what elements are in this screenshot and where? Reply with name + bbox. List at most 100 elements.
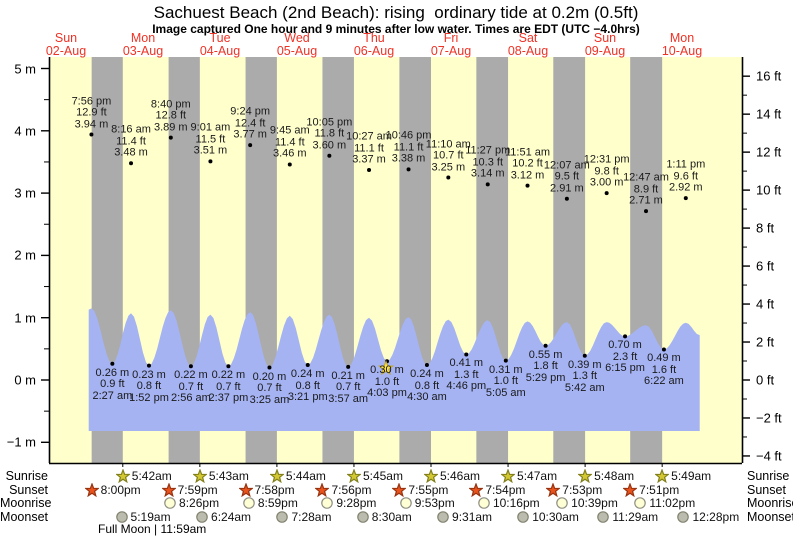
sunset-entry: 7:54pm <box>469 482 525 497</box>
tide-label-line: 1.8 ft <box>533 360 558 373</box>
low-tide-dot <box>582 353 587 358</box>
tide-label-line: 3.12 m <box>510 169 545 182</box>
right-axis-tick-label: −4 ft <box>756 448 782 464</box>
sunset-icon <box>238 482 253 497</box>
low-tide-dot <box>188 364 193 369</box>
tide-label-line: 0.23 m <box>132 368 166 381</box>
astro-row-label-left: Sunrise <box>5 468 48 483</box>
high-tide-label: 9:45 am 11.4 ft 3.46 m <box>270 125 310 161</box>
left-axis-tick-label: 0 m <box>14 372 36 388</box>
tide-label-line: 3:25 am <box>249 393 290 406</box>
low-tide-dot <box>346 364 351 369</box>
sunrise-icon <box>424 468 438 483</box>
moonrise-time: 8:59pm <box>257 496 298 510</box>
sunrise-time: 5:47am <box>517 468 558 483</box>
day-header: Mon 03-Aug <box>123 32 163 58</box>
tide-label-line: 3.37 m <box>352 153 386 166</box>
tide-label-line: 0.8 ft <box>414 379 440 392</box>
tide-label-line: 4:30 am <box>407 391 447 404</box>
tide-label-line: 5:05 am <box>485 386 526 399</box>
moonrise-time: 10:16pm <box>492 496 540 510</box>
tide-label-line: 11.4 ft <box>274 136 305 149</box>
sunrise-icon <box>501 468 516 483</box>
day-header: Tue 04-Aug <box>200 32 240 58</box>
high-tide-label: 10:46 pm 11.1 ft 3.38 m <box>386 130 432 166</box>
low-tide-label: 0.24 m 0.8 ft 3:21 pm <box>288 369 328 404</box>
tide-label-line: 11.1 ft <box>354 142 384 155</box>
astro-row-label-right: Moonset <box>747 509 793 524</box>
tide-label-line: 10:05 pm <box>306 116 353 129</box>
astro-row-label-right: Sunrise <box>747 468 790 483</box>
moonrise-icon <box>634 497 647 509</box>
full-moon-label: Full Moon | 11:59am <box>98 522 207 536</box>
right-axis-tick-label: 8 ft <box>756 220 775 236</box>
moonrise-entry: 8:59pm <box>242 496 298 510</box>
tide-label-line: 3.14 m <box>470 167 505 180</box>
tide-label-line: 3.77 m <box>233 128 267 141</box>
capture-subtitle: Image captured One hour and 9 minutes af… <box>152 22 640 36</box>
tide-label-line: 1.0 ft <box>493 375 519 388</box>
tide-label-line: 1.0 ft <box>374 375 400 388</box>
tide-label-line: 1.3 ft <box>572 370 598 383</box>
moonset-entry: 9:31am <box>436 510 492 524</box>
tide-label-line: 11.8 ft <box>314 127 345 140</box>
page-title: Sachuest Beach (2nd Beach): rising ordin… <box>153 3 639 22</box>
high-tide-dot <box>406 167 411 172</box>
tide-label-line: 0.39 m <box>567 358 602 371</box>
sunrise-entry: 5:42am <box>115 468 172 483</box>
low-tide-label: 0.22 m 0.7 ft 2:56 am <box>171 370 211 405</box>
low-tide-dot <box>503 358 508 363</box>
left-axis-tick-label: 3 m <box>14 185 36 201</box>
high-tide-dot <box>208 159 213 164</box>
sunrise-icon <box>346 468 361 483</box>
moonset-icon <box>517 510 529 523</box>
sunset-time: 8:00pm <box>100 482 141 497</box>
high-tide-dot <box>564 196 569 201</box>
tide-label-line: 0.22 m <box>174 369 208 382</box>
tide-label-line: 9:24 pm <box>230 105 271 118</box>
left-axis-tick-label: 4 m <box>14 123 36 139</box>
tide-label-line: 1:52 pm <box>129 391 169 404</box>
moonset-time: 7:28am <box>291 509 332 524</box>
moonrise-icon <box>478 497 490 509</box>
tide-label-line: 0.8 ft <box>136 380 162 393</box>
tide-label-line: 0.7 ft <box>216 380 241 393</box>
day-date: 04-Aug <box>199 44 241 58</box>
tide-label-line: 6:15 pm <box>605 362 645 375</box>
tide-label-line: 3.00 m <box>589 176 624 189</box>
astro-row-label-left: Moonset <box>0 509 48 524</box>
tide-label-line: 8:40 pm <box>150 98 191 111</box>
tide-label-line: 4:46 pm <box>446 380 487 393</box>
tide-label-line: 2.3 ft <box>612 350 638 363</box>
sunset-entry: 7:55pm <box>392 482 448 497</box>
tide-label-line: 2.91 m <box>550 182 584 195</box>
high-tide-label: 11:27 pm 10.3 ft 3.14 m <box>465 145 510 181</box>
day-date: 07-Aug <box>430 44 472 58</box>
tide-label-line: 10.3 ft <box>472 156 504 169</box>
moonset-time: 8:30am <box>371 509 412 524</box>
sunrise-time: 5:49am <box>671 468 712 483</box>
moonset-entry: 6:24am <box>195 510 251 524</box>
moonset-time: 12:28pm <box>692 509 740 524</box>
moonset-entry: 10:30am <box>516 510 579 524</box>
tide-label-line: 11:51 am <box>504 146 551 159</box>
tide-label-line: 10.7 ft <box>433 149 464 162</box>
tide-label-line: 12.9 ft <box>76 106 107 119</box>
sunrise-icon <box>192 468 207 483</box>
sunset-time: 7:53pm <box>562 482 603 497</box>
tide-label-line: 1.6 ft <box>651 363 677 376</box>
low-tide-dot <box>464 352 469 357</box>
sunrise-time: 5:43am <box>208 468 249 483</box>
tide-label-line: 3:21 pm <box>287 391 328 404</box>
tide-label-line: 9.8 ft <box>594 165 619 178</box>
sunrise-entry: 5:47am <box>501 468 558 483</box>
sunset-icon <box>546 482 561 497</box>
high-tide-dot <box>446 175 451 180</box>
high-tide-label: 12:47 am 8.9 ft 2.71 m <box>623 172 669 208</box>
moonrise-time: 9:53pm <box>414 496 455 510</box>
tide-label-line: 0.21 m <box>331 369 365 382</box>
sunset-entry: 7:58pm <box>238 482 295 497</box>
sunrise-entry: 5:43am <box>192 468 249 483</box>
